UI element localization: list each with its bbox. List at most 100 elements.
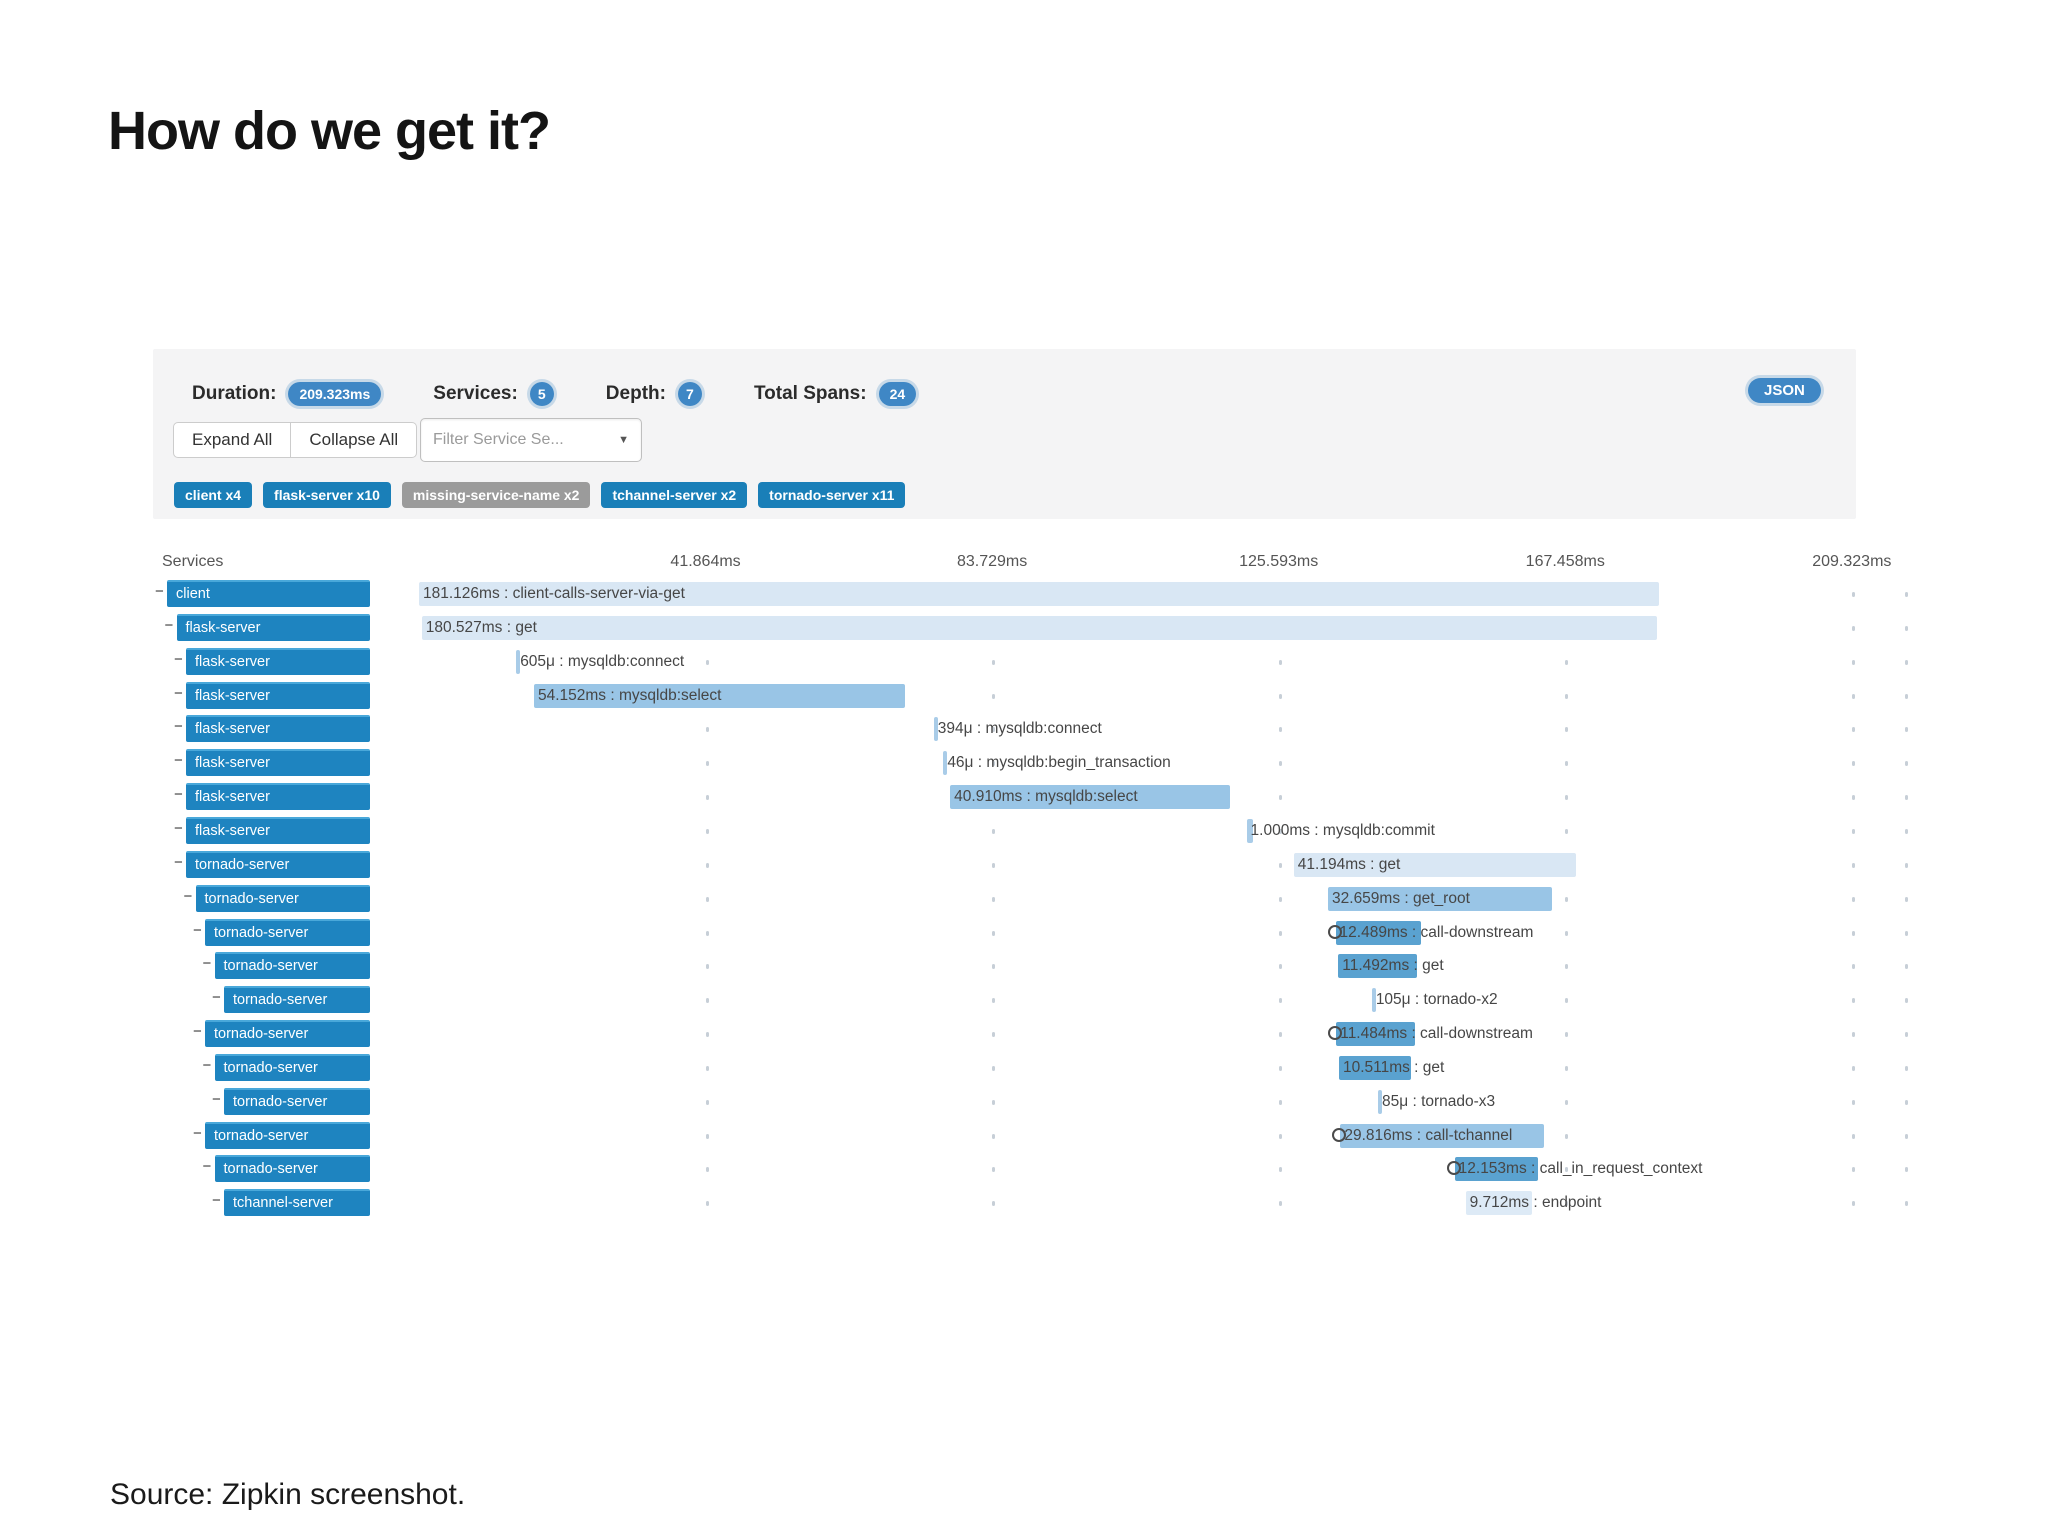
gridline-dot[interactable] <box>992 828 996 834</box>
trace-row[interactable]: − tornado-server 105μ : tornado-x2 <box>153 983 1953 1017</box>
gridline-dot[interactable] <box>992 727 996 733</box>
gridline-dot[interactable] <box>1565 930 1569 936</box>
span-duration-bar[interactable] <box>933 717 938 742</box>
service-label-button[interactable]: tornado-server <box>205 1121 370 1149</box>
trace-stat[interactable]: Services: 5 <box>433 382 554 406</box>
trace-row[interactable]: − flask-server 46μ : mysqldb:begin_transac… <box>153 746 1953 780</box>
span-label[interactable]: 85μ : tornado-x3 <box>1381 1092 1496 1110</box>
collapse-toggle[interactable]: − <box>202 1056 212 1074</box>
trace-row[interactable]: − tornado-server 10.511ms : get <box>153 1051 1953 1085</box>
gridline-dot[interactable] <box>992 1201 996 1207</box>
collapse-toggle[interactable]: − <box>174 718 183 736</box>
span-label[interactable]: 9.712ms : endpoint <box>1469 1194 1602 1212</box>
span-duration-bar[interactable] <box>516 649 521 674</box>
time-tick-label[interactable]: 125.593ms <box>1239 553 1319 570</box>
gridline-dot[interactable] <box>705 1065 709 1071</box>
span-label[interactable]: 181.126ms : client-calls-server-via-get <box>423 585 685 602</box>
annotation-ring-icon[interactable] <box>1332 1127 1347 1142</box>
gridline-dot[interactable] <box>1904 1099 1908 1105</box>
gridline-dot[interactable] <box>1851 964 1855 970</box>
gridline-dot[interactable] <box>1278 795 1282 801</box>
gridline-dot[interactable] <box>1904 862 1908 868</box>
annotation-ring-icon[interactable] <box>1327 924 1342 939</box>
gridline-dot[interactable] <box>705 1032 709 1038</box>
gridline-dot[interactable] <box>705 896 709 902</box>
service-tag[interactable]: tornado-server x11 <box>758 482 906 508</box>
collapse-toggle[interactable]: − <box>155 583 164 600</box>
gridline-dot[interactable] <box>1851 727 1855 733</box>
collapse-toggle[interactable]: − <box>174 752 183 770</box>
service-label-button[interactable]: tornado-server <box>214 1155 370 1183</box>
gridline-dot[interactable] <box>1565 896 1569 902</box>
gridline-dot[interactable] <box>1278 998 1282 1004</box>
collapse-toggle[interactable]: − <box>174 786 183 804</box>
span-label[interactable]: 10.511ms : get <box>1342 1058 1445 1076</box>
trace-row[interactable]: − flask-server 605μ : mysqldb:connect <box>153 645 1953 679</box>
gridline-dot[interactable] <box>1904 1133 1908 1139</box>
gridline-dot[interactable] <box>1904 1065 1908 1071</box>
gridline-dot[interactable] <box>1278 1032 1282 1038</box>
trace-row[interactable]: − tornado-server 32.659ms : get_root <box>153 882 1953 916</box>
gridline-dot[interactable] <box>992 1065 996 1071</box>
span-duration-bar[interactable] <box>1246 818 1254 843</box>
trace-row[interactable]: − tornado-server 12.153ms : call_in_reques… <box>153 1152 1953 1186</box>
trace-row[interactable]: − tornado-server 11.492ms : get <box>153 949 1953 983</box>
service-label-button[interactable]: tchannel-server <box>224 1189 370 1217</box>
service-tag[interactable]: client x4 <box>174 482 253 508</box>
gridline-dot[interactable] <box>1904 930 1908 936</box>
span-duration-bar[interactable] <box>950 785 1231 810</box>
gridline-dot[interactable] <box>1565 1133 1569 1139</box>
collapse-toggle[interactable]: − <box>202 1158 212 1176</box>
span-label[interactable]: 1.000ms : mysqldb:commit <box>1250 821 1435 839</box>
span-duration-bar[interactable] <box>421 615 1658 640</box>
service-label-button[interactable]: tornado-server <box>214 1053 370 1081</box>
gridline-dot[interactable] <box>1278 1065 1282 1071</box>
json-button[interactable]: JSON <box>1748 378 1821 403</box>
gridline-dot[interactable] <box>1904 659 1908 665</box>
span-duration-bar[interactable] <box>419 582 1659 606</box>
gridline-dot[interactable] <box>1278 1167 1282 1173</box>
gridline-dot[interactable] <box>1851 1065 1855 1071</box>
gridline-dot[interactable] <box>705 964 709 970</box>
service-label-button[interactable]: flask-server <box>186 647 370 675</box>
gridline-dot[interactable] <box>1565 964 1569 970</box>
gridline-dot[interactable] <box>1904 1032 1908 1038</box>
span-label[interactable]: 11.492ms : get <box>1342 957 1444 975</box>
time-tick-label[interactable]: 167.458ms <box>1525 553 1605 570</box>
service-label-button[interactable]: flask-server <box>186 749 370 777</box>
gridline-dot[interactable] <box>1565 659 1569 665</box>
gridline-dot[interactable] <box>992 1099 996 1105</box>
gridline-dot[interactable] <box>1851 693 1855 699</box>
gridline-dot[interactable] <box>1565 1201 1569 1207</box>
collapse-toggle[interactable]: − <box>174 819 183 837</box>
service-label-button[interactable]: tornado-server <box>214 952 370 980</box>
time-tick-label[interactable]: 83.729ms <box>956 553 1028 570</box>
span-label[interactable]: 40.910ms : mysqldb:select <box>954 788 1138 806</box>
filter-service-select[interactable]: Filter Service Se... ▼ <box>420 418 642 462</box>
span-label[interactable]: 105μ : tornado-x2 <box>1375 991 1498 1009</box>
gridline-dot[interactable] <box>1851 828 1855 834</box>
gridline-dot[interactable] <box>1904 1167 1908 1173</box>
gridline-dot[interactable] <box>705 727 709 733</box>
span-duration-bar[interactable] <box>1335 920 1422 945</box>
span-duration-bar[interactable] <box>943 751 948 776</box>
trace-row[interactable]: − flask-server 54.152ms : mysqldb:select <box>153 679 1953 713</box>
span-duration-bar[interactable] <box>1377 1089 1382 1114</box>
stat-label[interactable]: Depth: <box>605 383 666 404</box>
service-label-button[interactable]: flask-server <box>186 715 370 743</box>
collapse-toggle[interactable]: − <box>202 955 212 973</box>
gridline-dot[interactable] <box>1904 795 1908 801</box>
gridline-dot[interactable] <box>1565 1065 1569 1071</box>
trace-stat[interactable]: Total Spans: 24 <box>754 382 917 406</box>
gridline-dot[interactable] <box>1851 625 1855 631</box>
gridline-dot[interactable] <box>1565 693 1569 699</box>
service-label-button[interactable]: tornado-server <box>186 850 370 878</box>
collapse-toggle[interactable]: − <box>193 1124 202 1142</box>
service-label-button[interactable]: tornado-server <box>205 918 370 946</box>
span-label[interactable]: 29.816ms : call-tchannel <box>1344 1126 1513 1144</box>
service-label-button[interactable]: tornado-server <box>195 884 370 912</box>
gridline-dot[interactable] <box>1278 1133 1282 1139</box>
annotation-ring-icon[interactable] <box>1446 1161 1461 1176</box>
span-label[interactable]: 32.659ms : get_root <box>1332 889 1470 907</box>
gridline-dot[interactable] <box>1851 1133 1855 1139</box>
